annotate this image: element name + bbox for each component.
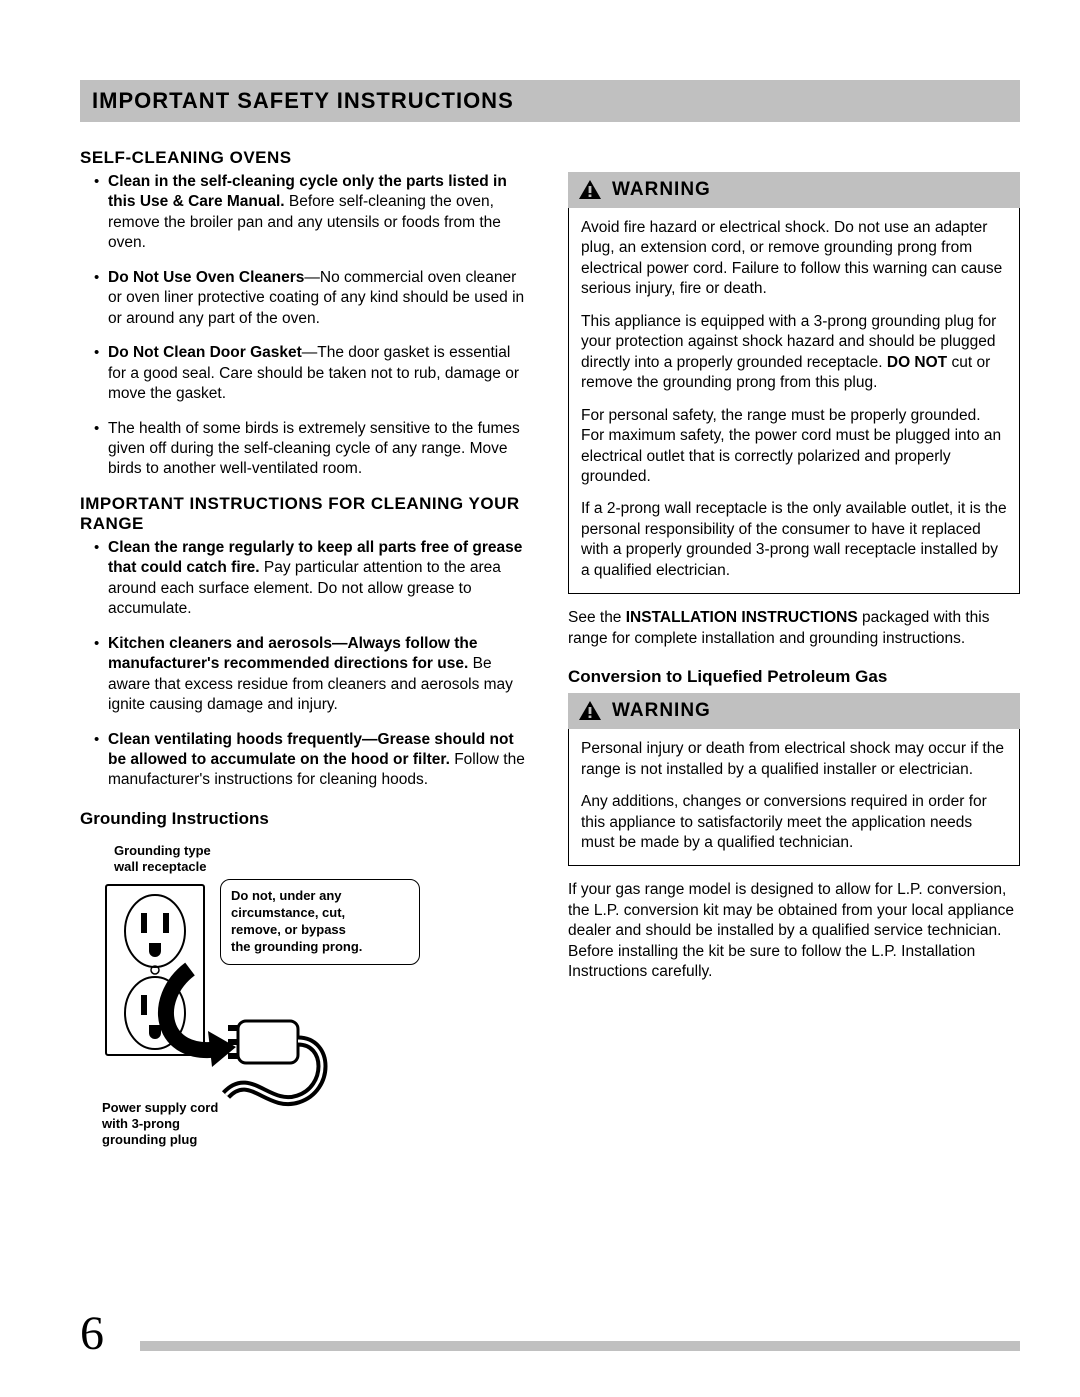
content-columns: SELF-CLEANING OVENS Clean in the self-cl… xyxy=(80,140,1020,1149)
text-span: wall receptacle xyxy=(114,859,207,874)
bold-span: DO NOT xyxy=(887,354,947,371)
list-item: Do Not Clean Door Gasket—The door gasket… xyxy=(94,343,532,404)
warning-triangle-icon xyxy=(578,179,602,201)
text-span: The health of some birds is extremely se… xyxy=(108,420,520,478)
warning-box-2: Personal injury or death from electrical… xyxy=(568,729,1020,866)
text-span: the grounding prong. xyxy=(231,939,362,954)
section-heading-selfclean: SELF-CLEANING OVENS xyxy=(80,148,532,168)
receptacle-label: Grounding type wall receptacle xyxy=(114,843,532,876)
bold-span: Do Not Use Oven Cleaners xyxy=(108,269,304,286)
section-heading-grounding: Grounding Instructions xyxy=(80,809,532,829)
warning-triangle-icon xyxy=(578,700,602,722)
page-number: 6 xyxy=(80,1306,104,1361)
section-heading-conversion: Conversion to Liquefied Petroleum Gas xyxy=(568,667,1020,687)
warning-box-1: Avoid fire hazard or electrical shock. D… xyxy=(568,208,1020,594)
text-span: grounding plug xyxy=(102,1132,197,1147)
text-span: Grounding type xyxy=(114,843,211,858)
left-column: SELF-CLEANING OVENS Clean in the self-cl… xyxy=(80,140,532,1149)
bubble-wrap: Do not, under any circumstance, cut, rem… xyxy=(220,879,420,1114)
bold-span: INSTALLATION INSTRUCTIONS xyxy=(626,609,858,626)
text-span: circumstance, cut, xyxy=(231,905,345,920)
selfclean-list: Clean in the self-cleaning cycle only th… xyxy=(80,172,532,480)
warning-header-1: WARNING xyxy=(568,172,1020,208)
right-column: WARNING Avoid fire hazard or electrical … xyxy=(568,140,1020,1149)
warning-text: This appliance is equipped with a 3-pron… xyxy=(581,312,1007,394)
text-span: remove, or bypass xyxy=(231,922,346,937)
title-bar: IMPORTANT SAFETY INSTRUCTIONS xyxy=(80,80,1020,122)
list-item: Kitchen cleaners and aerosols—Always fol… xyxy=(94,634,532,716)
warning-label: WARNING xyxy=(612,179,711,201)
page-title: IMPORTANT SAFETY INSTRUCTIONS xyxy=(92,88,1008,114)
install-note: See the INSTALLATION INSTRUCTIONS packag… xyxy=(568,608,1020,649)
warning-text: Any additions, changes or conversions re… xyxy=(581,792,1007,853)
list-item: Do Not Use Oven Cleaners—No commercial o… xyxy=(94,268,532,329)
list-item: Clean ventilating hoods frequently—Greas… xyxy=(94,730,532,791)
closing-paragraph: If your gas range model is designed to a… xyxy=(568,880,1020,982)
warning-text: If a 2-prong wall receptacle is the only… xyxy=(581,499,1007,581)
cleaning-list: Clean the range regularly to keep all pa… xyxy=(80,538,532,791)
list-item: Clean the range regularly to keep all pa… xyxy=(94,538,532,620)
text-span: Do not, under any xyxy=(231,888,342,903)
warning-text: Personal injury or death from electrical… xyxy=(581,739,1007,780)
warning-text: For personal safety, the range must be p… xyxy=(581,406,1007,488)
manual-page: IMPORTANT SAFETY INSTRUCTIONS SELF-CLEAN… xyxy=(0,0,1080,1397)
bold-span: Do Not Clean Door Gasket xyxy=(108,344,302,361)
warning-label: WARNING xyxy=(612,700,711,722)
list-item: The health of some birds is extremely se… xyxy=(94,419,532,480)
list-item: Clean in the self-cleaning cycle only th… xyxy=(94,172,532,254)
bold-span: Kitchen cleaners and aerosols—Always fol… xyxy=(108,635,478,672)
warning-bubble: Do not, under any circumstance, cut, rem… xyxy=(220,879,420,965)
text-span: See the xyxy=(568,609,626,626)
figure-row: Do not, under any circumstance, cut, rem… xyxy=(100,879,532,1114)
warning-text: Avoid fire hazard or electrical shock. D… xyxy=(581,218,1007,300)
plug-icon xyxy=(130,959,360,1109)
grounding-figure: Grounding type wall receptacle xyxy=(100,843,532,1149)
footer-bar xyxy=(140,1341,1020,1351)
text-span: with 3-prong xyxy=(102,1116,180,1131)
warning-header-2: WARNING xyxy=(568,693,1020,729)
section-heading-cleaning: IMPORTANT INSTRUCTIONS FOR CLEANING YOUR… xyxy=(80,494,532,534)
